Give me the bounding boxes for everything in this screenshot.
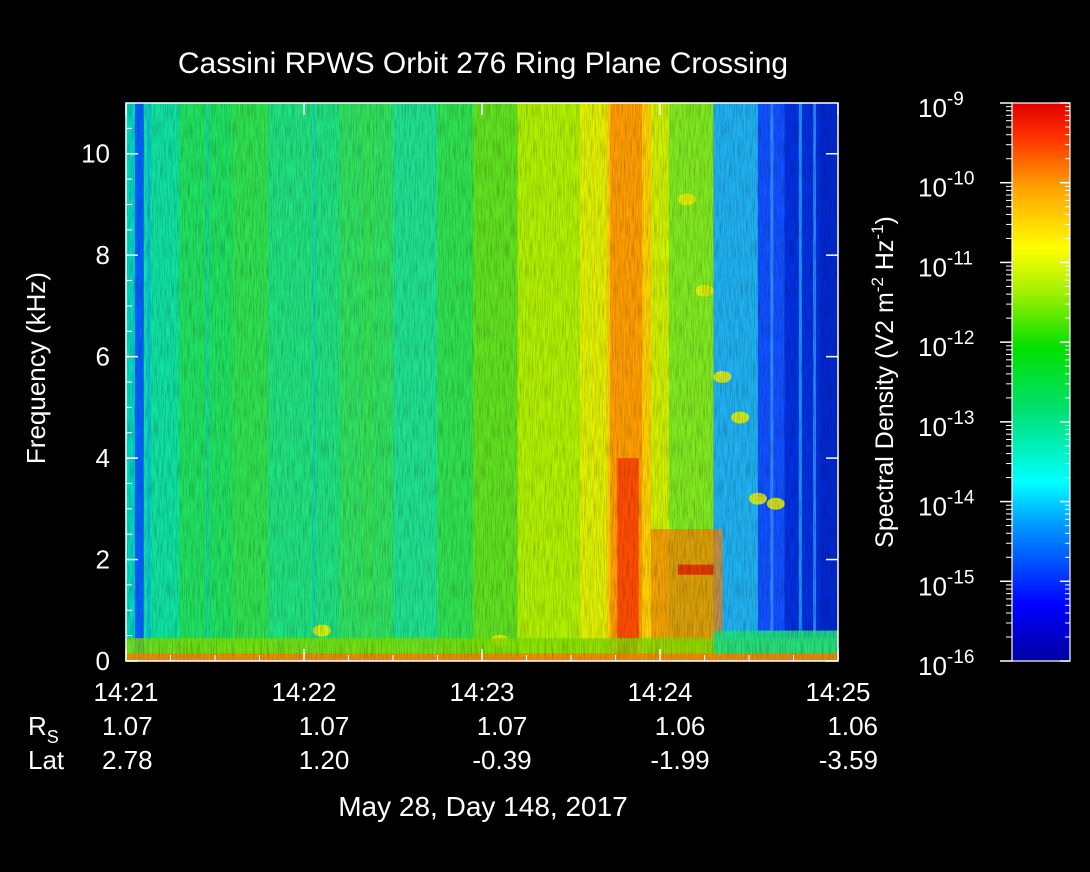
colorbar-label: Spectral Density (V2 m-2 Hz-1)	[868, 216, 899, 548]
ephemeris-table: RS 1.07 1.07 1.07 1.06 1.06 Lat 2.78 1.20 -0.39 -1…	[28, 711, 878, 775]
colorbar-ticks: 10-9 10-10 10-11 10-12 10-13 10-14 10-15 10-16	[918, 89, 1070, 681]
colorbar-gradient	[1012, 103, 1070, 661]
y-axis: 0 2 4 6 8 10	[81, 102, 838, 676]
colorbar-frame	[1011, 102, 1071, 662]
x-tick-label: 14:21	[93, 677, 158, 707]
ephemeris-value: -1.99	[650, 745, 709, 775]
colorbar-tick-label: 10-12	[918, 328, 974, 362]
ephemeris-value: 2.78	[102, 745, 153, 775]
y-tick-label: 2	[96, 545, 110, 575]
x-tick-label: 14:25	[805, 677, 870, 707]
colorbar-tick-label: 10-14	[918, 488, 975, 522]
x-tick-label: 14:24	[627, 677, 692, 707]
ephemeris-value: 1.07	[102, 711, 153, 741]
ephemeris-row-label: RS	[28, 711, 59, 747]
ephemeris-value: 1.06	[827, 711, 878, 741]
y-axis-label: Frequency (kHz)	[21, 272, 51, 464]
ephemeris-value: 1.20	[299, 745, 350, 775]
spectrogram-plot	[126, 103, 838, 661]
y-tick-label: 0	[96, 646, 110, 676]
colorbar-tick-label: 10-10	[918, 169, 974, 203]
ephemeris-value: -3.59	[819, 745, 878, 775]
ephemeris-value: 1.07	[477, 711, 528, 741]
y-tick-label: 10	[81, 139, 110, 169]
colorbar-tick-label: 10-16	[918, 647, 974, 681]
spectrogram-noise	[126, 103, 838, 661]
colorbar-tick-label: 10-13	[918, 408, 974, 442]
ephemeris-value: 1.07	[299, 711, 350, 741]
colorbar-tick-label: 10-11	[918, 248, 973, 282]
colorbar: 10-910-1010-1110-1210-1310-1410-1510-16 …	[868, 89, 1071, 681]
chart-title: Cassini RPWS Orbit 276 Ring Plane Crossi…	[178, 47, 788, 80]
y-tick-label: 8	[96, 240, 110, 270]
y-tick-label: 4	[96, 443, 110, 473]
x-tick-label: 14:22	[271, 677, 336, 707]
colorbar-tick-label: 10-9	[918, 89, 964, 123]
ephemeris-value: 1.06	[655, 711, 706, 741]
x-axis: 14:21 14:22 14:23 14:24 14:25	[93, 103, 871, 707]
x-tick-label: 14:23	[449, 677, 514, 707]
y-tick-label: 6	[96, 342, 110, 372]
ephemeris-value: -0.39	[472, 745, 531, 775]
colorbar-tick-label: 10-15	[918, 567, 974, 601]
x-axis-label: May 28, Day 148, 2017	[338, 791, 628, 822]
ephemeris-row-label: Lat	[28, 745, 65, 775]
